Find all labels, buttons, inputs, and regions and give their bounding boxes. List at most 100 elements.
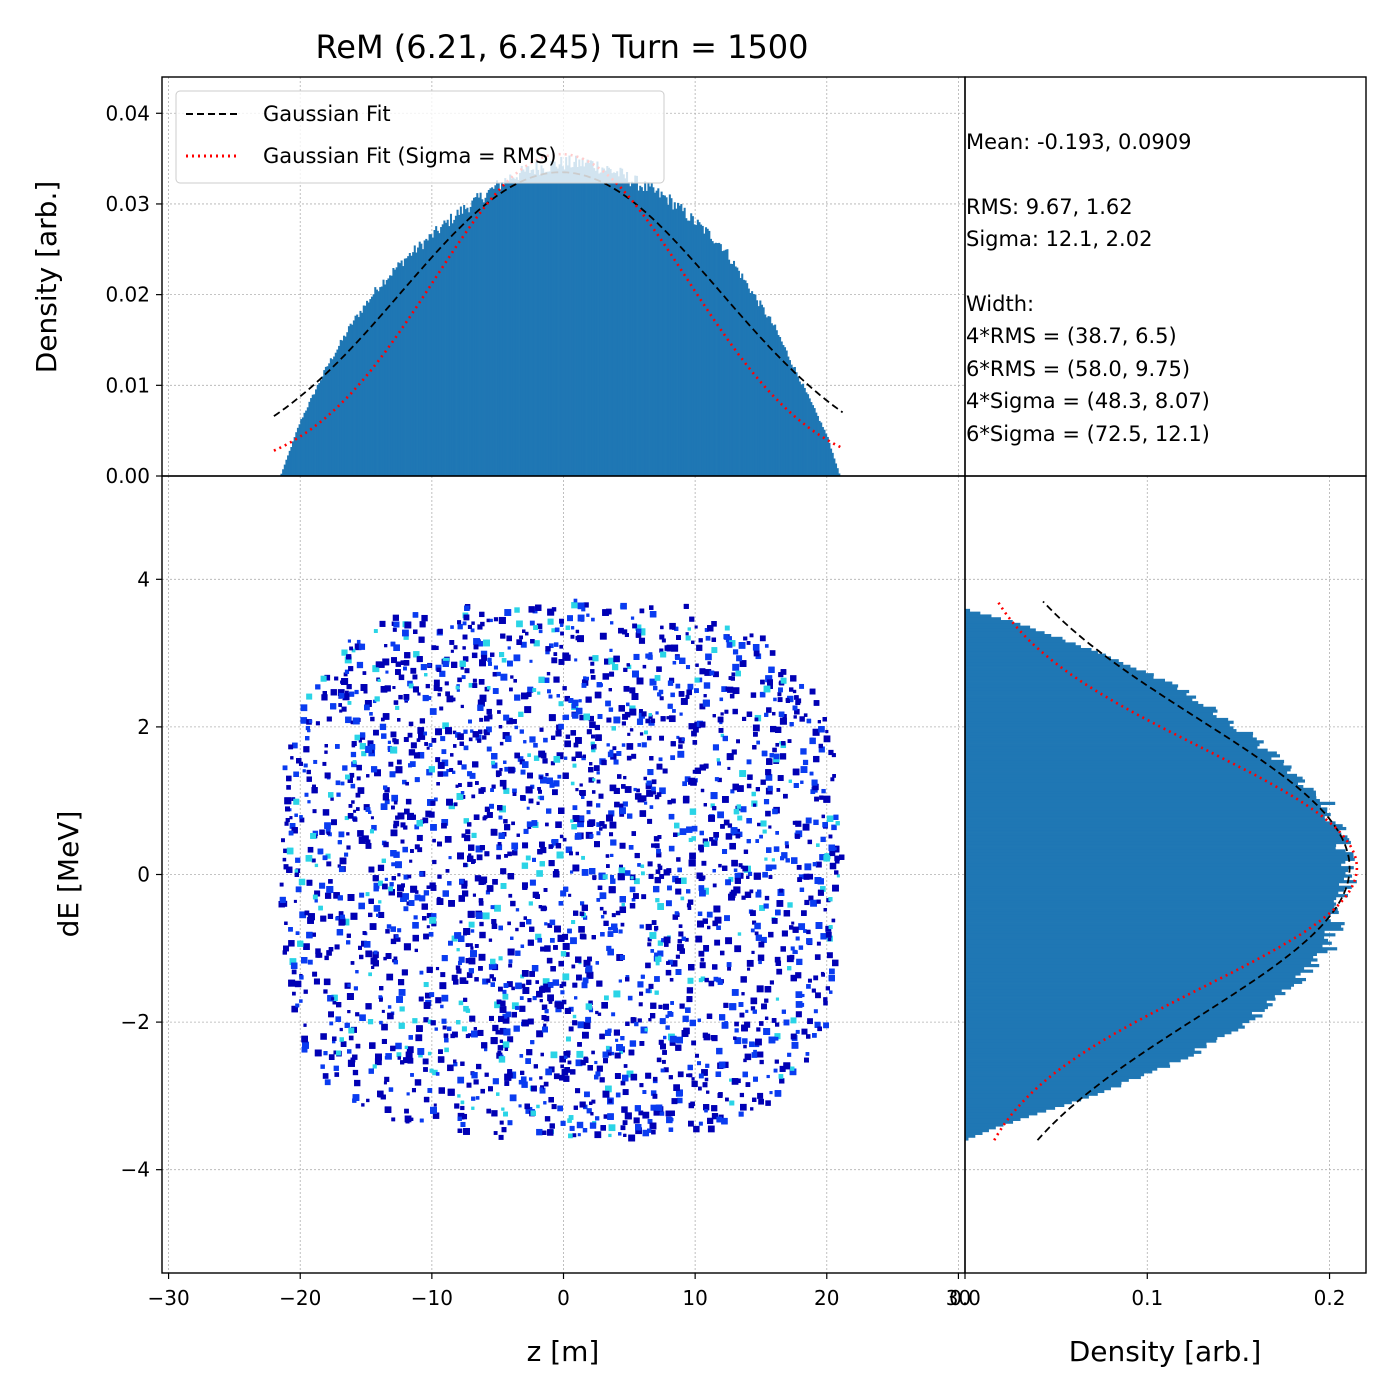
particle: [710, 792, 718, 800]
particle: [814, 796, 819, 802]
particle: [668, 845, 675, 852]
top-hist-bar: [770, 323, 773, 476]
top-hist-bar: [530, 170, 533, 476]
particle: [477, 624, 483, 630]
particle: [642, 1129, 650, 1137]
particle: [792, 820, 797, 825]
particle: [512, 850, 518, 856]
particle: [390, 731, 397, 738]
particle: [662, 1050, 667, 1055]
particle: [574, 996, 578, 1000]
particle: [829, 968, 835, 975]
particle: [739, 1092, 745, 1098]
particle: [503, 714, 510, 721]
particle: [325, 828, 331, 834]
particle: [536, 990, 543, 998]
particle: [320, 1064, 325, 1069]
particle: [720, 824, 725, 829]
particle: [700, 957, 705, 962]
particle: [303, 943, 310, 950]
particle: [758, 960, 762, 965]
particle: [349, 691, 355, 697]
particle: [577, 1133, 581, 1137]
particle: [455, 965, 461, 970]
particle: [469, 1015, 476, 1022]
particle: [813, 755, 820, 763]
particle: [730, 676, 735, 681]
particle: [750, 928, 755, 933]
top-hist-bar: [387, 278, 390, 476]
particle: [569, 1125, 575, 1131]
particle: [725, 937, 733, 945]
particle: [326, 861, 332, 867]
particle: [525, 855, 531, 861]
particle: [326, 886, 334, 893]
particle: [655, 898, 660, 903]
top-hist-bar: [494, 185, 497, 476]
particle: [547, 994, 554, 1002]
particle: [737, 785, 744, 792]
particle: [656, 848, 661, 854]
particle: [555, 1006, 562, 1013]
top-hist-bar: [672, 209, 675, 476]
particle: [497, 841, 502, 846]
particle: [834, 855, 840, 862]
top-hist-bar: [589, 160, 592, 476]
particle: [502, 1013, 508, 1019]
particle: [432, 1112, 440, 1119]
particle: [538, 789, 542, 794]
particle: [489, 618, 493, 623]
top-hist-bar: [479, 192, 482, 476]
particle: [553, 652, 558, 656]
particle: [633, 878, 640, 885]
particle: [563, 1075, 570, 1082]
particle: [789, 1068, 797, 1076]
particle: [410, 885, 418, 893]
particle: [318, 905, 323, 911]
particle: [772, 711, 776, 716]
particle: [571, 920, 576, 925]
particle: [753, 872, 761, 880]
top-hist-bar: [436, 230, 439, 476]
top-hist-bar: [614, 172, 617, 476]
particle: [392, 614, 399, 621]
particle: [758, 941, 765, 948]
particle: [684, 776, 691, 783]
particle: [608, 707, 614, 712]
particle: [344, 852, 349, 857]
particle: [779, 741, 783, 745]
particle: [383, 785, 388, 790]
particle: [685, 695, 690, 699]
particle: [419, 970, 424, 975]
particle: [527, 998, 532, 1003]
particle: [356, 639, 361, 644]
particle: [755, 891, 762, 898]
particle: [332, 1000, 337, 1005]
particle: [448, 856, 452, 860]
top-hist-bar: [543, 172, 546, 476]
particle: [428, 931, 434, 937]
particle: [622, 801, 628, 807]
particle: [400, 1060, 405, 1065]
particle: [825, 931, 832, 938]
particle: [359, 892, 365, 898]
particle: [581, 855, 585, 860]
particle: [628, 1049, 635, 1056]
particle: [533, 1064, 538, 1069]
particle: [588, 777, 594, 783]
particle: [684, 937, 689, 942]
top-hist-bar: [640, 187, 643, 476]
particle: [704, 1077, 709, 1082]
particle: [483, 715, 490, 722]
particle: [643, 776, 647, 781]
particle: [658, 757, 663, 762]
particle: [417, 692, 421, 696]
particle: [503, 819, 508, 824]
particle: [281, 900, 288, 907]
particle: [335, 1016, 342, 1023]
particle: [516, 620, 523, 628]
particle: [526, 806, 530, 810]
particle: [558, 960, 565, 967]
particle: [765, 787, 773, 795]
particle: [832, 774, 836, 778]
